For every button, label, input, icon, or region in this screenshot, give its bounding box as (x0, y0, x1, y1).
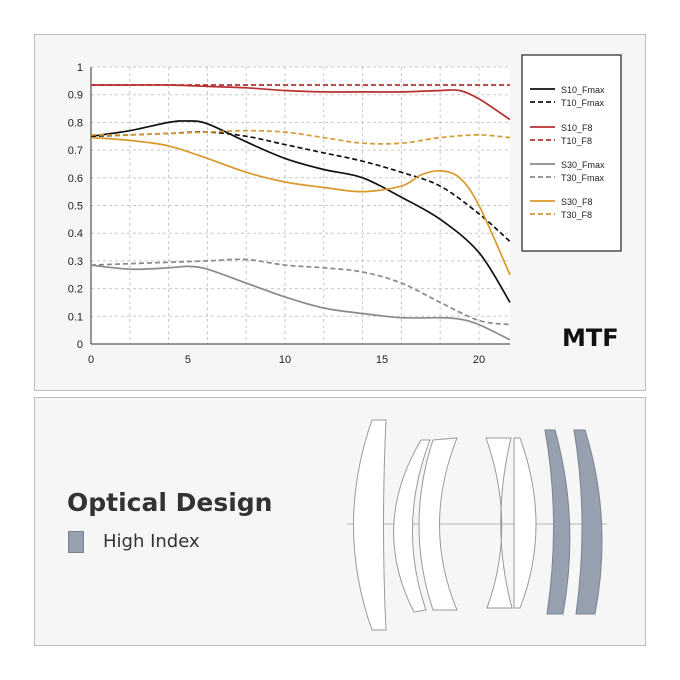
lens-diagram (347, 419, 607, 631)
y-tick-label: 0 (77, 339, 83, 351)
y-tick-label: 0.8 (68, 117, 83, 129)
series-line-s30-f8 (90, 136, 511, 276)
legend-label: T30_Fmax (561, 173, 605, 183)
legend-label: T30_F8 (561, 210, 592, 220)
legend-label: T10_Fmax (561, 98, 605, 108)
y-tick-label: 0.1 (68, 311, 83, 323)
series-line-t30-f8 (90, 129, 511, 145)
lens-element-2 (393, 439, 431, 613)
series-line-s10-f8 (91, 84, 511, 121)
x-tick-label: 5 (185, 354, 191, 366)
x-tick-label: 15 (376, 354, 388, 366)
y-tick-label: 0.3 (68, 256, 83, 268)
high-index-label: High Index (103, 531, 200, 552)
lens-element-4 (485, 437, 513, 609)
y-tick-label: 0.7 (68, 145, 83, 157)
legend-label: S30_F8 (561, 197, 593, 207)
legend-label: S10_F8 (561, 123, 593, 133)
legend-box (521, 54, 622, 252)
chart-title: MTF (562, 324, 619, 352)
series-line-s10-fmax (90, 120, 511, 303)
legend-label: S30_Fmax (561, 160, 605, 170)
lens-element-5 (513, 437, 537, 609)
lens-element-1 (353, 419, 387, 631)
legend-label: T10_F8 (561, 136, 592, 146)
x-tick-label: 0 (88, 354, 94, 366)
optical-design-title: Optical Design (67, 488, 273, 517)
optical-design-panel: Optical Design High Index (34, 397, 646, 646)
lens-element-3 (418, 437, 458, 611)
high-index-swatch (68, 531, 84, 553)
lens-element-high-index-2 (573, 429, 603, 615)
x-tick-label: 20 (473, 354, 485, 366)
y-tick-label: 1 (77, 62, 83, 74)
series-line-t30-fmax (90, 258, 511, 326)
y-tick-label: 0.6 (68, 173, 83, 185)
lens-element-high-index-1 (544, 429, 571, 615)
y-tick-label: 0.4 (68, 228, 83, 240)
y-tick-label: 0.5 (68, 201, 83, 213)
x-tick-label: 10 (279, 354, 291, 366)
mtf-panel: 0 0.1 0.2 0.3 0.4 0.5 0.6 0.7 0.8 0.9 1 0 5 10 15 20 S10… (34, 34, 646, 391)
y-tick-label: 0.2 (68, 284, 83, 296)
y-tick-label: 0.9 (68, 90, 83, 102)
series-line-s30-fmax (90, 264, 511, 341)
mtf-chart: 00.10.20.30.40.50.60.70.80.910 5 10 15 20S10… (68, 54, 622, 366)
legend-label: S10_Fmax (561, 85, 605, 95)
